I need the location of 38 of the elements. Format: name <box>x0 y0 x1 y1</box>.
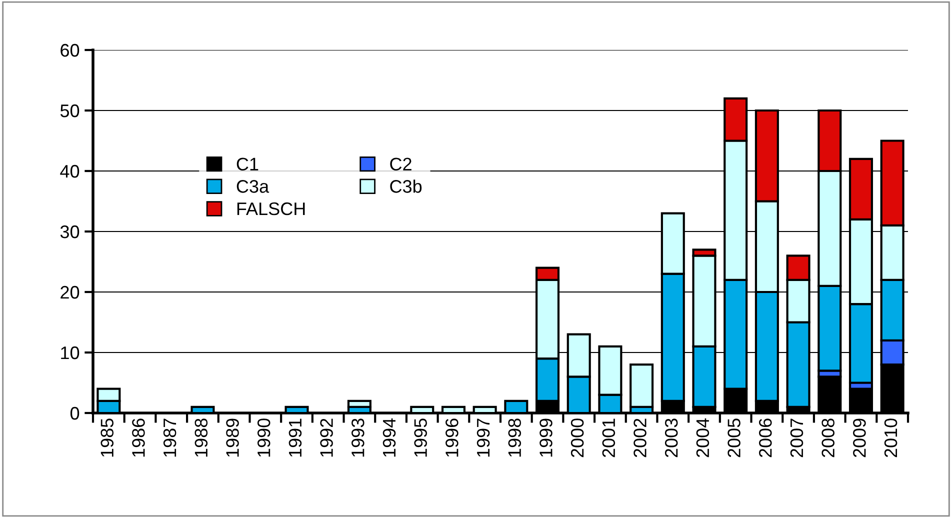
x-tick-label: 2003 <box>664 418 678 458</box>
x-tick-label: 1999 <box>540 418 552 457</box>
x-tick-label: 1989 <box>226 418 239 457</box>
legend-label: C3a <box>236 180 270 193</box>
x-tick-label: 1993 <box>352 418 364 457</box>
x-tick-label: 2002 <box>634 418 646 458</box>
x-tick-label: 1992 <box>320 418 333 457</box>
x-tick-label: 1987 <box>163 418 176 457</box>
x-tick-label: 2001 <box>602 418 616 458</box>
x-tick-label: 1996 <box>446 418 458 457</box>
x-tick-label: 1997 <box>476 418 490 457</box>
x-tick-label: 1988 <box>194 418 208 457</box>
x-tick-label: 1994 <box>382 418 396 457</box>
x-tick-label: 2009 <box>853 418 866 458</box>
y-tick-label: 20 <box>60 286 80 299</box>
legend-label: FALSCH <box>237 202 305 216</box>
y-tick-label: 50 <box>60 104 80 118</box>
legend-label: C3b <box>390 180 422 193</box>
y-tick-label: 10 <box>61 346 80 360</box>
x-tick-label: 2008 <box>822 418 834 458</box>
x-tick-label: 2004 <box>696 418 710 458</box>
x-tick-label: 1985 <box>100 418 114 457</box>
y-tick-label: 30 <box>60 225 80 238</box>
x-tick-label: 2010 <box>884 418 898 458</box>
x-tick-label: 1990 <box>257 418 270 457</box>
x-tick-label: 2007 <box>790 418 804 458</box>
y-tick-label: 60 <box>60 44 80 57</box>
legend-label: C2 <box>390 158 412 170</box>
x-tick-label: 2006 <box>759 418 772 458</box>
legend-label: C1 <box>236 158 258 170</box>
y-tick-label: 0 <box>70 406 80 420</box>
x-tick-label: 1991 <box>288 418 302 457</box>
x-tick-label: 2000 <box>570 418 584 458</box>
y-tick-label: 40 <box>60 164 80 178</box>
x-tick-label: 1998 <box>508 418 522 457</box>
x-tick-label: 1995 <box>414 418 427 457</box>
x-tick-label: 1986 <box>132 418 145 457</box>
x-tick-label: 2005 <box>728 418 740 458</box>
